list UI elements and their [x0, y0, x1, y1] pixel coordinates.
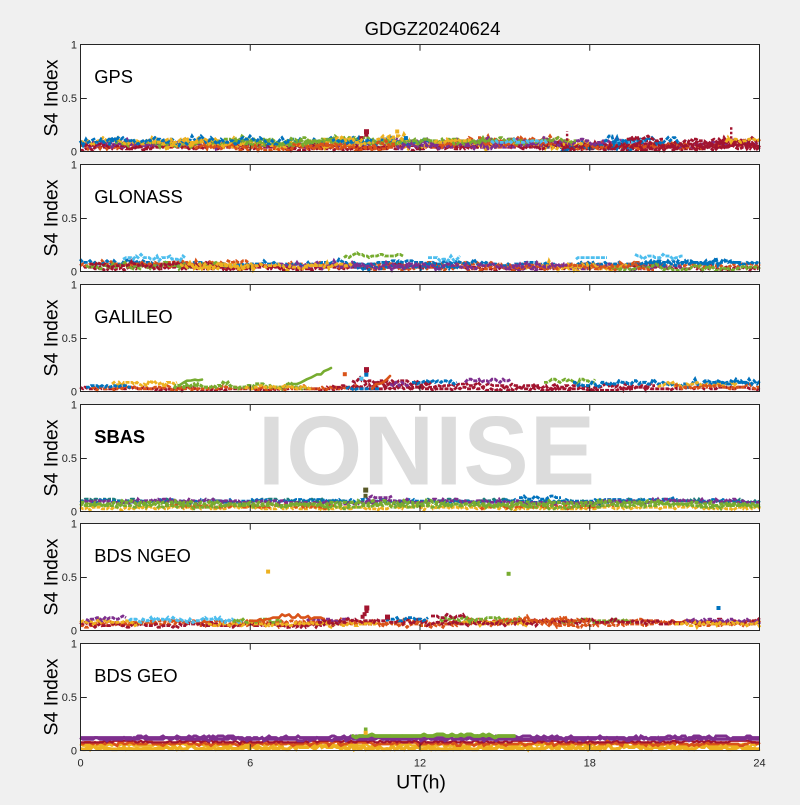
- svg-text:0.5: 0.5: [62, 213, 77, 225]
- svg-text:1: 1: [71, 280, 77, 292]
- svg-text:S4 Index: S4 Index: [41, 538, 63, 615]
- svg-text:1: 1: [71, 519, 77, 531]
- svg-text:S4 Index: S4 Index: [41, 299, 63, 376]
- svg-text:S4 Index: S4 Index: [41, 179, 63, 256]
- svg-text:0: 0: [71, 387, 77, 399]
- svg-text:0: 0: [77, 758, 83, 770]
- svg-text:GALILEO: GALILEO: [94, 306, 172, 327]
- svg-text:0: 0: [71, 626, 77, 638]
- svg-text:1: 1: [71, 160, 77, 172]
- svg-text:BDS NGEO: BDS NGEO: [94, 545, 191, 566]
- svg-text:SBAS: SBAS: [94, 426, 145, 447]
- svg-text:GLONASS: GLONASS: [94, 186, 182, 207]
- svg-text:0: 0: [71, 147, 77, 159]
- svg-text:IONISE: IONISE: [258, 396, 596, 506]
- svg-text:1: 1: [71, 400, 77, 412]
- svg-text:1: 1: [71, 639, 77, 651]
- svg-text:24: 24: [753, 758, 765, 770]
- svg-text:S4 Index: S4 Index: [41, 658, 63, 735]
- svg-text:BDS GEO: BDS GEO: [94, 665, 177, 686]
- svg-text:0: 0: [71, 507, 77, 519]
- svg-text:1: 1: [71, 40, 77, 52]
- svg-text:0.5: 0.5: [62, 692, 77, 704]
- svg-text:0.5: 0.5: [62, 453, 77, 465]
- svg-text:0.5: 0.5: [62, 572, 77, 584]
- svg-text:0.5: 0.5: [62, 333, 77, 345]
- svg-text:18: 18: [584, 758, 596, 770]
- svg-text:UT(h): UT(h): [396, 772, 446, 794]
- svg-text:0: 0: [71, 267, 77, 279]
- svg-text:S4 Index: S4 Index: [41, 59, 63, 136]
- svg-text:0: 0: [71, 746, 77, 758]
- svg-text:12: 12: [414, 758, 426, 770]
- svg-text:S4 Index: S4 Index: [41, 419, 63, 496]
- svg-text:0.5: 0.5: [62, 93, 77, 105]
- svg-text:GDGZ20240624: GDGZ20240624: [365, 18, 501, 39]
- svg-text:GPS: GPS: [94, 66, 133, 87]
- svg-text:6: 6: [247, 758, 253, 770]
